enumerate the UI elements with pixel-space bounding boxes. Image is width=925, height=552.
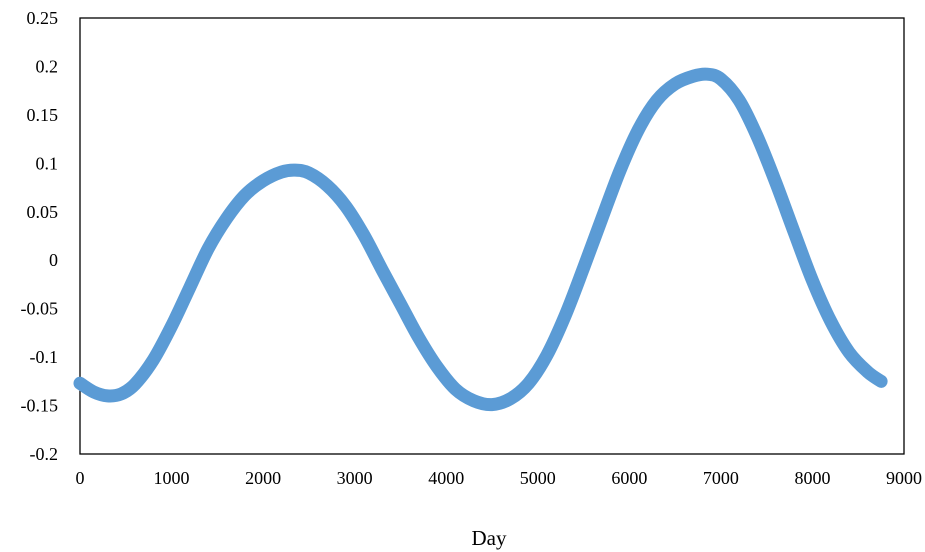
y-tick-label: 0 bbox=[49, 250, 58, 270]
y-tick-label: 0.25 bbox=[27, 8, 59, 28]
x-axis-tick-labels: 0 1000 2000 3000 4000 5000 6000 7000 8000 9000 bbox=[76, 468, 923, 488]
y-tick-label: 0.15 bbox=[27, 105, 59, 125]
x-axis-title: Day bbox=[472, 526, 507, 550]
x-tick-label: 3000 bbox=[337, 468, 373, 488]
x-tick-label: 6000 bbox=[611, 468, 647, 488]
series-line bbox=[73, 67, 888, 412]
x-tick-label: 1000 bbox=[154, 468, 190, 488]
x-tick-label: 2000 bbox=[245, 468, 281, 488]
x-tick-label: 8000 bbox=[794, 468, 830, 488]
x-tick-label: 0 bbox=[76, 468, 85, 488]
y-tick-label: 0.1 bbox=[36, 153, 59, 173]
y-tick-label: 0.05 bbox=[27, 202, 59, 222]
y-tick-label: -0.2 bbox=[30, 444, 59, 464]
plot-area-frame bbox=[79, 17, 905, 455]
y-tick-label: -0.05 bbox=[21, 299, 59, 319]
x-tick-label: 5000 bbox=[520, 468, 556, 488]
x-tick-label: 7000 bbox=[703, 468, 739, 488]
y-tick-label: -0.15 bbox=[21, 396, 59, 416]
x-tick-label: 4000 bbox=[428, 468, 464, 488]
x-tick-label: 9000 bbox=[886, 468, 922, 488]
y-axis-tick-labels: -0.2 -0.15 -0.1 -0.05 0 0.05 0.1 0.15 0.2 0.25 bbox=[21, 8, 59, 464]
series-layer bbox=[73, 67, 888, 412]
y-tick-label: -0.1 bbox=[30, 347, 59, 367]
y-tick-label: 0.2 bbox=[36, 56, 59, 76]
